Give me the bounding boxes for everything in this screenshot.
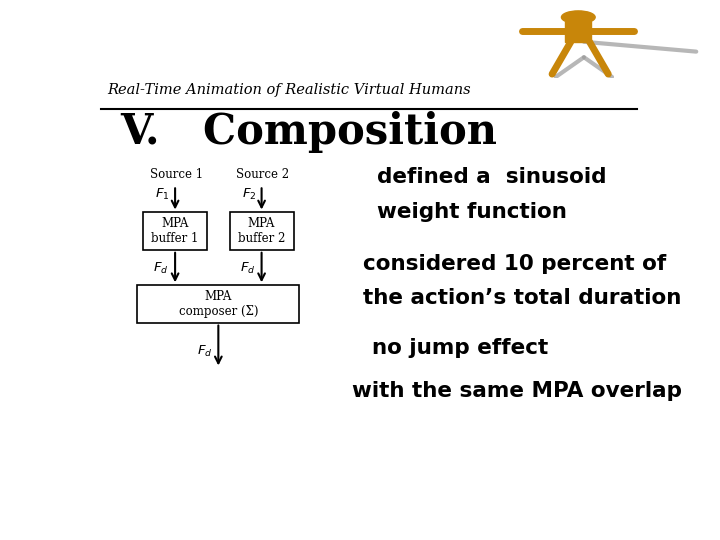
Text: $F_d$: $F_d$ (240, 261, 255, 276)
Bar (230, 212, 294, 250)
Circle shape (562, 11, 595, 24)
Text: $F_1$: $F_1$ (156, 187, 170, 202)
Text: Source 2: Source 2 (236, 168, 289, 181)
Text: $F_2$: $F_2$ (242, 187, 256, 202)
Text: MPA
buffer 1: MPA buffer 1 (151, 217, 199, 245)
Text: considered 10 percent of: considered 10 percent of (364, 254, 667, 274)
Bar (143, 212, 207, 250)
Bar (138, 285, 300, 322)
Text: $F_d$: $F_d$ (197, 344, 212, 359)
Bar (565, 21, 591, 42)
Text: defined a  sinusoid: defined a sinusoid (377, 167, 607, 187)
Text: Real-Time Animation of Realistic Virtual Humans: Real-Time Animation of Realistic Virtual… (107, 83, 470, 97)
Text: MPA
buffer 2: MPA buffer 2 (238, 217, 285, 245)
Text: the action’s total duration: the action’s total duration (364, 288, 682, 308)
Text: weight function: weight function (377, 202, 567, 222)
Text: no jump effect: no jump effect (372, 338, 548, 357)
Text: $F_d$: $F_d$ (153, 261, 168, 276)
Text: with the same MPA overlap: with the same MPA overlap (352, 381, 683, 401)
Text: V.   Composition: V. Composition (121, 111, 498, 153)
Text: Source 1: Source 1 (150, 168, 203, 181)
Text: MPA
composer (Σ): MPA composer (Σ) (179, 290, 258, 318)
